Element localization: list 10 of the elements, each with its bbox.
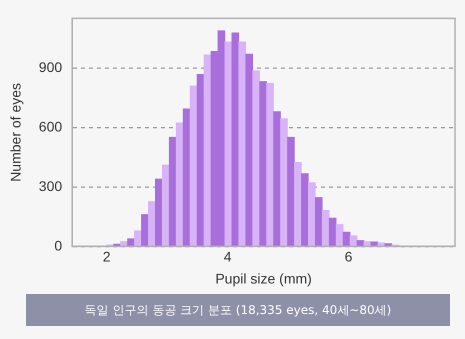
y-tick-label: 300 (38, 178, 62, 194)
y-tick-label: 600 (38, 118, 62, 134)
x-tick-label: 4 (224, 248, 232, 265)
text: 독일 인구의 동공 크기 분포 (18,335 eyes, 40세~80세) (26, 294, 450, 326)
x-tick-label: 6 (344, 248, 353, 265)
x-tick-label: 2 (102, 248, 111, 265)
y-axis-title: Number of eyes (7, 82, 24, 182)
x-axis-title: Pupil size (mm) (215, 270, 312, 286)
y-tick-label: 900 (38, 58, 62, 75)
y-tick-label: 0 (54, 237, 62, 254)
